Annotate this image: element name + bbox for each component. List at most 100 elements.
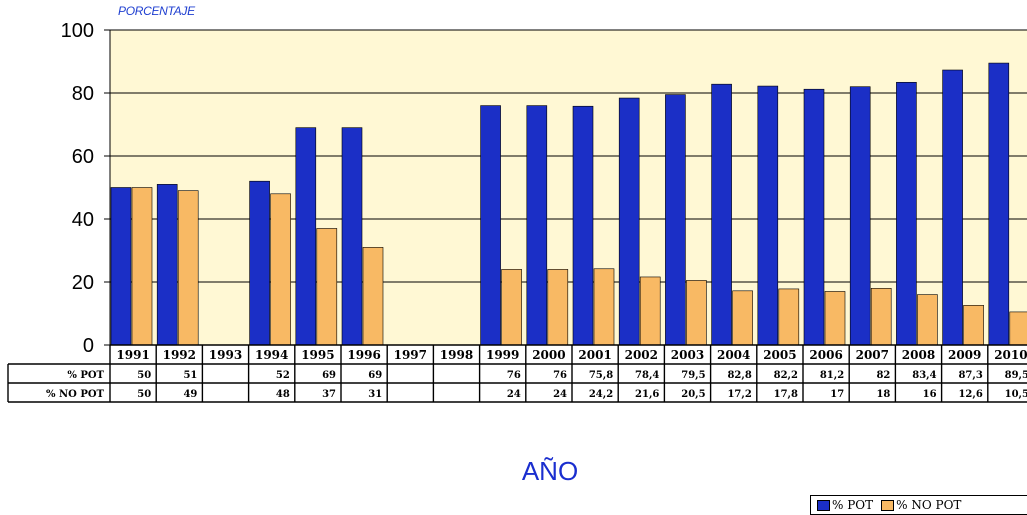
bar-no-pot	[824, 291, 846, 346]
table-value: 82	[876, 370, 890, 381]
category-label: 2002	[625, 348, 658, 362]
table-value: 16	[923, 389, 937, 400]
category-label: 1996	[347, 348, 380, 362]
y-tick-label: 40	[72, 209, 94, 231]
bar-no-pot	[732, 290, 753, 346]
table-value: 79,5	[681, 370, 705, 381]
table-value: 51	[183, 370, 197, 381]
table-value: 76	[553, 370, 567, 381]
table-value: 21,6	[635, 389, 659, 400]
category-label: 2009	[948, 348, 981, 362]
bar-no-pot	[593, 268, 615, 346]
legend-label-pot: % POT	[832, 498, 874, 512]
bar-pot	[942, 69, 963, 346]
bar-pot	[156, 184, 178, 346]
bar-no-pot	[639, 276, 661, 346]
table-value: 24,2	[589, 389, 613, 400]
bar-no-pot	[686, 280, 707, 346]
table-value: 50	[137, 389, 151, 400]
table-value: 20,5	[681, 389, 705, 400]
table-row-label: % NO POT	[46, 389, 105, 400]
table-value: 31	[368, 389, 382, 400]
table-value: 17	[830, 389, 844, 400]
bar-pot	[295, 127, 317, 346]
category-label: 1992	[163, 348, 196, 362]
table-value: 24	[553, 389, 567, 400]
bar-pot	[849, 86, 871, 346]
table-value: 18	[876, 389, 890, 400]
table-value: 81,2	[820, 370, 844, 381]
table-value: 50	[137, 370, 151, 381]
legend-swatch-pot	[817, 499, 830, 511]
category-label: 2000	[532, 348, 565, 362]
category-label: 2001	[578, 348, 611, 362]
table-value: 37	[322, 389, 336, 400]
table-value: 83,4	[912, 370, 936, 381]
bar-no-pot	[316, 228, 338, 346]
bar-pot	[341, 127, 363, 346]
table-value: 87,3	[958, 370, 982, 381]
legend-label-no-pot: % NO POT	[896, 498, 962, 512]
y-tick-label: 80	[72, 83, 94, 105]
category-label: 1991	[116, 348, 149, 362]
table-value: 82,2	[774, 370, 798, 381]
bar-no-pot	[870, 287, 892, 346]
table-value: 69	[368, 370, 382, 381]
category-label: 1995	[301, 348, 334, 362]
x-axis-label: AÑO	[521, 456, 579, 486]
table-value: 69	[322, 370, 336, 381]
y-axis-label: PORCENTAJE	[118, 4, 195, 18]
y-tick-label: 0	[83, 335, 94, 357]
bar-pot	[249, 180, 270, 346]
bar-no-pot	[1009, 311, 1027, 346]
bar-no-pot	[270, 193, 291, 346]
table-value: 49	[183, 389, 197, 400]
legend-item-no-pot: % NO POT	[881, 498, 961, 512]
table-value: 75,8	[589, 370, 613, 381]
table-value: 52	[276, 370, 290, 381]
table-value: 10,5	[1005, 389, 1027, 400]
y-tick-label: 100	[61, 20, 94, 42]
category-label: 1998	[440, 348, 473, 362]
bar-no-pot	[917, 294, 938, 346]
bar-pot	[896, 81, 917, 346]
legend-swatch-no-pot	[881, 499, 895, 511]
bar-no-pot	[177, 190, 199, 346]
table-value: 82,8	[727, 370, 751, 381]
table-value: 76	[507, 370, 521, 381]
bar-pot	[618, 97, 640, 346]
category-label: 1994	[255, 348, 288, 362]
bar-pot	[757, 85, 779, 346]
table-value: 17,8	[774, 389, 798, 400]
category-label: 2008	[902, 348, 935, 362]
category-label: 2007	[856, 348, 889, 362]
category-label: 2010	[994, 348, 1027, 362]
y-tick-label: 20	[72, 272, 94, 294]
legend-item-pot: % POT	[817, 498, 873, 512]
table-value: 48	[276, 389, 290, 400]
category-label: 2006	[809, 348, 842, 362]
table-value: 89,5	[1005, 370, 1027, 381]
bar-pot	[711, 83, 732, 346]
bar-pot	[665, 94, 686, 346]
bar-no-pot	[501, 269, 522, 346]
bar-no-pot	[131, 187, 153, 346]
category-label: 1993	[209, 348, 242, 362]
category-label: 2004	[717, 348, 750, 362]
bar-no-pot	[362, 247, 384, 346]
bar-pot	[480, 105, 501, 346]
table-value: 12,6	[958, 389, 982, 400]
bar-pot	[803, 88, 825, 346]
bar-pot	[572, 105, 594, 346]
bar-no-pot	[963, 305, 984, 346]
table-value: 17,2	[727, 389, 751, 400]
bar-pot	[110, 187, 132, 346]
table-row-label: % POT	[67, 370, 104, 381]
category-label: 2003	[671, 348, 704, 362]
category-label: 2005	[763, 348, 796, 362]
table-value: 78,4	[635, 370, 659, 381]
category-label: 1999	[486, 348, 519, 362]
bar-pot	[988, 62, 1010, 346]
category-label: 1997	[394, 348, 427, 362]
